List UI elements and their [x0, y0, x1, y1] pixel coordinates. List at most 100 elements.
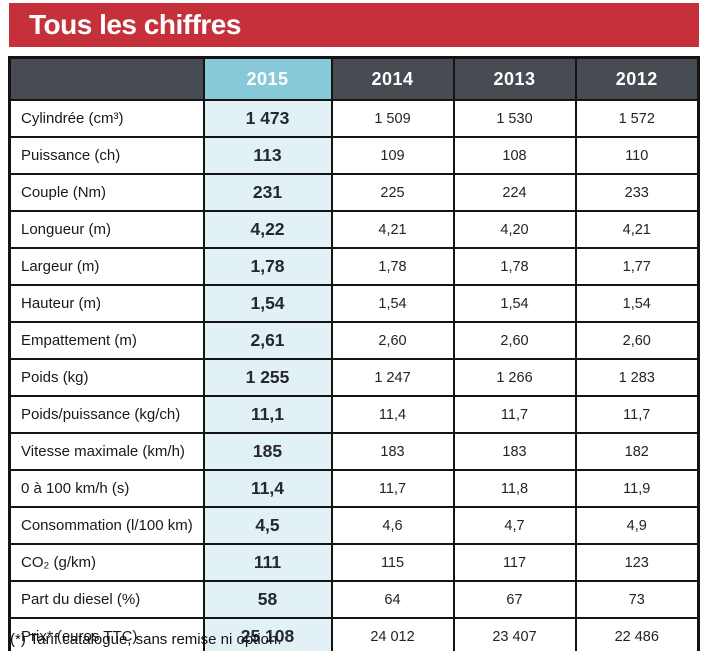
table-row: Poids/puissance (kg/ch) 11,1 11,4 11,7 11,7 [8, 395, 700, 434]
value-cell: 115 [330, 543, 455, 582]
value-cell-2015: 4,22 [202, 210, 333, 249]
header-cell-empty [8, 56, 205, 101]
value-cell-2015: 1,54 [202, 284, 333, 323]
value-cell: 1,54 [574, 284, 700, 323]
table-row: Cylindrée (cm³) 1 473 1 509 1 530 1 572 [8, 99, 700, 138]
row-label: Vitesse maximale (km/h) [8, 432, 205, 471]
table-row: Largeur (m) 1,78 1,78 1,78 1,77 [8, 247, 700, 286]
value-cell: 11,7 [452, 395, 577, 434]
table-row: Couple (Nm) 231 225 224 233 [8, 173, 700, 212]
value-cell: 1 572 [574, 99, 700, 138]
value-cell: 1 530 [452, 99, 577, 138]
value-cell: 4,6 [330, 506, 455, 545]
value-cell-2015: 231 [202, 173, 333, 212]
figures-table: 2015 2014 2013 2012 Cylindrée (cm³) 1 473… [8, 56, 700, 651]
value-cell: 182 [574, 432, 700, 471]
row-label: Puissance (ch) [8, 136, 205, 175]
row-label: Part du diesel (%) [8, 580, 205, 619]
value-cell: 11,7 [330, 469, 455, 508]
row-label: Poids (kg) [8, 358, 205, 397]
table-row: Empattement (m) 2,61 2,60 2,60 2,60 [8, 321, 700, 360]
page-title: Tous les chiffres [29, 9, 241, 40]
row-label: Poids/puissance (kg/ch) [8, 395, 205, 434]
value-cell-2015: 185 [202, 432, 333, 471]
value-cell: 4,9 [574, 506, 700, 545]
table-row: Hauteur (m) 1,54 1,54 1,54 1,54 [8, 284, 700, 323]
row-label: Consommation (l/100 km) [8, 506, 205, 545]
value-cell: 1,54 [330, 284, 455, 323]
table-row: CO₂ (g/km) 111 115 117 123 [8, 543, 700, 582]
value-cell: 117 [452, 543, 577, 582]
table-row: Prix* (euros TTC) 25 108 24 012 23 407 22 48… [8, 617, 700, 651]
value-cell: 1 509 [330, 99, 455, 138]
row-label: Empattement (m) [8, 321, 205, 360]
value-cell: 1,54 [452, 284, 577, 323]
row-label: Hauteur (m) [8, 284, 205, 323]
table-row: Longueur (m) 4,22 4,21 4,20 4,21 [8, 210, 700, 249]
value-cell: 1,77 [574, 247, 700, 286]
row-label: 0 à 100 km/h (s) [8, 469, 205, 508]
row-label: Couple (Nm) [8, 173, 205, 212]
value-cell: 183 [330, 432, 455, 471]
value-cell: 22 486 [574, 617, 700, 651]
value-cell: 11,7 [574, 395, 700, 434]
value-cell: 4,21 [574, 210, 700, 249]
header-cell-2013: 2013 [452, 56, 577, 101]
value-cell: 225 [330, 173, 455, 212]
value-cell-2015: 25 108 [202, 617, 333, 651]
value-cell-2015: 11,4 [202, 469, 333, 508]
value-cell: 4,7 [452, 506, 577, 545]
value-cell-2015: 58 [202, 580, 333, 619]
row-label: Cylindrée (cm³) [8, 99, 205, 138]
value-cell: 4,21 [330, 210, 455, 249]
row-label: Longueur (m) [8, 210, 205, 249]
value-cell: 109 [330, 136, 455, 175]
table-row: Consommation (l/100 km) 4,5 4,6 4,7 4,9 [8, 506, 700, 545]
value-cell: 233 [574, 173, 700, 212]
header-cell-2014: 2014 [330, 56, 455, 101]
table-row: Part du diesel (%) 58 64 67 73 [8, 580, 700, 619]
footnote: (*) Tarif catalogue, sans remise ni opti… [10, 631, 282, 648]
value-cell: 1,78 [330, 247, 455, 286]
value-cell: 23 407 [452, 617, 577, 651]
value-cell: 2,60 [452, 321, 577, 360]
value-cell: 1 247 [330, 358, 455, 397]
table-row: Puissance (ch) 113 109 108 110 [8, 136, 700, 175]
header-row: 2015 2014 2013 2012 [8, 56, 700, 101]
row-label: CO₂ (g/km) [8, 543, 205, 582]
value-cell-2015: 11,1 [202, 395, 333, 434]
value-cell: 73 [574, 580, 700, 619]
title-banner: Tous les chiffres [9, 3, 699, 47]
table-row: Vitesse maximale (km/h) 185 183 183 182 [8, 432, 700, 471]
value-cell: 183 [452, 432, 577, 471]
header-cell-2015: 2015 [202, 56, 333, 101]
value-cell: 1 283 [574, 358, 700, 397]
header-cell-2012: 2012 [574, 56, 700, 101]
value-cell: 123 [574, 543, 700, 582]
value-cell: 2,60 [574, 321, 700, 360]
row-label: Prix* (euros TTC) [8, 617, 205, 651]
value-cell: 108 [452, 136, 577, 175]
row-label: Largeur (m) [8, 247, 205, 286]
value-cell: 2,60 [330, 321, 455, 360]
value-cell-2015: 2,61 [202, 321, 333, 360]
table-row: 0 à 100 km/h (s) 11,4 11,7 11,8 11,9 [8, 469, 700, 508]
value-cell-2015: 1 255 [202, 358, 333, 397]
value-cell: 11,4 [330, 395, 455, 434]
table-row: Poids (kg) 1 255 1 247 1 266 1 283 [8, 358, 700, 397]
value-cell: 110 [574, 136, 700, 175]
value-cell: 64 [330, 580, 455, 619]
value-cell-2015: 111 [202, 543, 333, 582]
value-cell-2015: 113 [202, 136, 333, 175]
value-cell: 11,9 [574, 469, 700, 508]
value-cell: 1,78 [452, 247, 577, 286]
value-cell-2015: 1,78 [202, 247, 333, 286]
value-cell: 24 012 [330, 617, 455, 651]
value-cell: 224 [452, 173, 577, 212]
value-cell: 11,8 [452, 469, 577, 508]
value-cell: 67 [452, 580, 577, 619]
value-cell: 1 266 [452, 358, 577, 397]
value-cell: 4,20 [452, 210, 577, 249]
value-cell-2015: 1 473 [202, 99, 333, 138]
value-cell-2015: 4,5 [202, 506, 333, 545]
